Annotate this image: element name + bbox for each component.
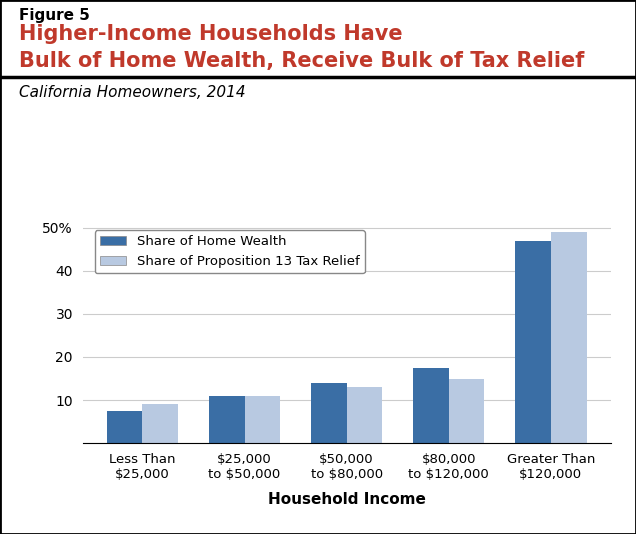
Bar	[244, 396, 280, 443]
Legend: Share of Home Wealth, Share of Proposition 13 Tax Relief: Share of Home Wealth, Share of Propositi…	[95, 230, 365, 273]
X-axis label: Household Income: Household Income	[268, 492, 425, 507]
Bar	[551, 232, 586, 443]
Text: California Homeowners, 2014: California Homeowners, 2014	[19, 85, 245, 100]
Bar	[107, 411, 142, 443]
Text: Figure 5: Figure 5	[19, 8, 90, 23]
Bar	[209, 396, 244, 443]
Bar	[449, 379, 485, 443]
Text: Bulk of Home Wealth, Receive Bulk of Tax Relief: Bulk of Home Wealth, Receive Bulk of Tax…	[19, 51, 584, 70]
Bar	[311, 383, 347, 443]
Bar	[515, 240, 551, 443]
Bar	[347, 387, 382, 443]
Text: Higher-Income Households Have: Higher-Income Households Have	[19, 24, 403, 44]
Bar	[413, 368, 449, 443]
Bar	[142, 404, 178, 443]
